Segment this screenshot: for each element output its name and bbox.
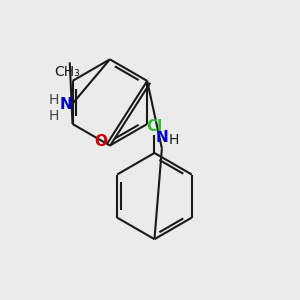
Text: H: H <box>169 133 179 147</box>
Text: Cl: Cl <box>146 119 163 134</box>
Text: N: N <box>155 130 168 145</box>
Text: CH₃: CH₃ <box>54 65 80 79</box>
Text: H: H <box>48 109 59 123</box>
Text: H: H <box>48 93 59 107</box>
Text: N: N <box>59 97 72 112</box>
Text: O: O <box>94 134 107 148</box>
